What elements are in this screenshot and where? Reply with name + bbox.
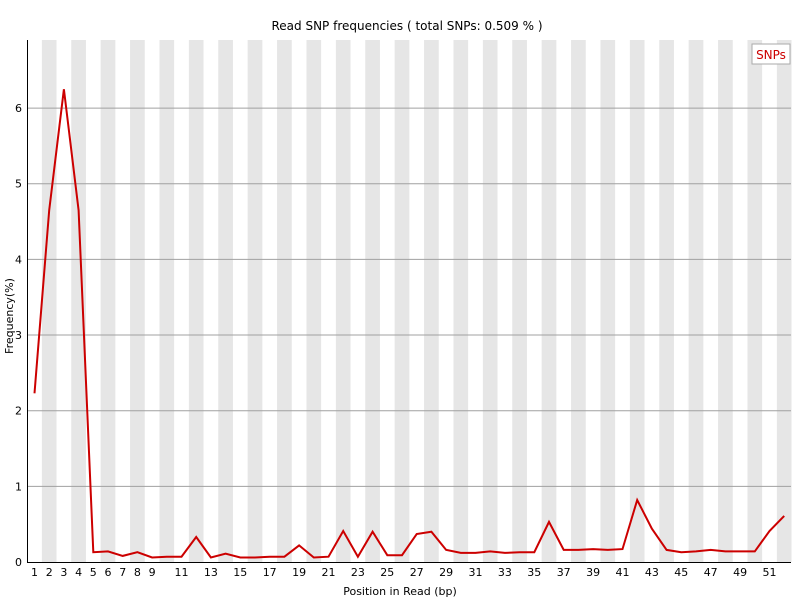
y-tick-labels: 0 1 2 3 4 5 6 — [15, 102, 22, 569]
position-band — [100, 40, 116, 562]
x-tick-label: 15 — [233, 566, 247, 579]
position-band — [247, 40, 263, 562]
legend: SNPs — [751, 43, 791, 65]
position-band — [541, 40, 557, 562]
x-tick-label: 1 — [31, 566, 38, 579]
y-tick-label: 5 — [15, 178, 22, 191]
position-band — [571, 40, 586, 562]
position-band — [424, 40, 439, 562]
x-tick-label: 25 — [380, 566, 394, 579]
position-band — [41, 40, 57, 562]
x-axis-label: Position in Read (bp) — [343, 585, 457, 598]
position-band — [159, 40, 175, 562]
x-tick-label: 21 — [322, 566, 336, 579]
x-tick-label: 9 — [149, 566, 156, 579]
x-tick-label: 29 — [439, 566, 453, 579]
x-tick-label: 19 — [292, 566, 306, 579]
y-tick-label: 3 — [15, 329, 22, 342]
position-band — [130, 40, 145, 562]
position-band — [600, 40, 616, 562]
axes — [27, 40, 791, 563]
x-tick-label: 3 — [60, 566, 67, 579]
position-band — [218, 40, 233, 562]
x-tick-label: 45 — [674, 566, 688, 579]
position-band — [718, 40, 733, 562]
y-tick-label: 2 — [15, 405, 22, 418]
position-band — [747, 40, 763, 562]
x-tick-label: 43 — [645, 566, 659, 579]
y-tick-label: 4 — [15, 253, 22, 266]
y-tick-label: 1 — [15, 480, 22, 493]
position-band — [335, 40, 351, 562]
position-band — [277, 40, 292, 562]
position-band — [629, 40, 645, 562]
position-bands — [41, 40, 792, 562]
x-tick-label: 7 — [119, 566, 126, 579]
x-tick-label: 11 — [175, 566, 189, 579]
position-band — [453, 40, 469, 562]
x-tick-labels: 1 2 3 4 5 6 7 8 9 11 13 15 17 19 21 23 25 27 29 31 33 35 37 39 4… — [31, 566, 777, 579]
position-band — [688, 40, 704, 562]
x-tick-label: 27 — [410, 566, 424, 579]
x-tick-label: 37 — [557, 566, 571, 579]
x-tick-label: 23 — [351, 566, 365, 579]
x-tick-label: 35 — [527, 566, 541, 579]
grid-lines — [28, 107, 791, 487]
x-tick-label: 47 — [704, 566, 718, 579]
position-band — [659, 40, 674, 562]
x-tick-label: 39 — [586, 566, 600, 579]
legend-entry-snps: SNPs — [756, 48, 786, 62]
chart-title: Read SNP frequencies ( total SNPs: 0.509… — [271, 19, 542, 33]
position-band — [188, 40, 204, 562]
x-tick-label: 5 — [90, 566, 97, 579]
position-band — [365, 40, 380, 562]
y-tick-label: 6 — [15, 102, 22, 115]
x-tick-label: 51 — [763, 566, 777, 579]
y-axis-label: Frequency(%) — [3, 278, 16, 354]
position-band — [482, 40, 498, 562]
position-band — [512, 40, 527, 562]
position-band — [394, 40, 410, 562]
x-tick-label: 33 — [498, 566, 512, 579]
x-tick-label: 17 — [263, 566, 277, 579]
x-tick-label: 4 — [75, 566, 82, 579]
position-band — [776, 40, 792, 562]
x-tick-label: 13 — [204, 566, 218, 579]
x-tick-label: 31 — [469, 566, 483, 579]
x-tick-label: 49 — [733, 566, 747, 579]
position-band — [306, 40, 322, 562]
y-tick-label: 0 — [15, 556, 22, 569]
x-tick-label: 2 — [46, 566, 53, 579]
position-band — [71, 40, 86, 562]
x-tick-label: 41 — [616, 566, 630, 579]
legend-box — [751, 43, 791, 65]
series-line-snps — [33, 89, 785, 559]
x-tick-label: 6 — [105, 566, 112, 579]
x-tick-label: 8 — [134, 566, 141, 579]
